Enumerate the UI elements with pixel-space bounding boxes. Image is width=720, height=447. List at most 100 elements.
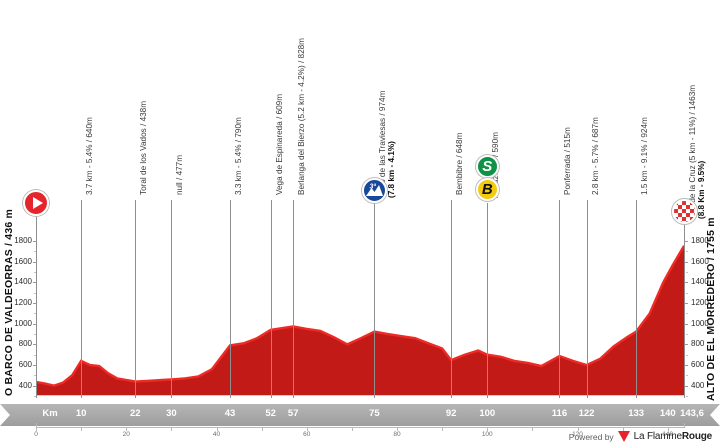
elevation-tick-label-left: 400 — [18, 380, 32, 390]
ruler-tick — [532, 427, 534, 431]
poi-marker-line — [81, 200, 83, 398]
elevation-tick-label-left: 600 — [18, 360, 32, 370]
poi-marker-line — [135, 200, 137, 398]
ruler-tick-label: 100 — [481, 431, 493, 438]
ruler-tick-label: 60 — [303, 431, 311, 438]
elevation-tick-right — [685, 282, 688, 284]
elevation-tick-right — [685, 261, 688, 263]
poi-label: Bembibre / 648m — [455, 132, 465, 195]
ruler-tick — [171, 427, 173, 431]
elevation-area-path — [36, 245, 684, 396]
minor-tick-right — [686, 313, 688, 315]
elevation-tick-label-left: 1600 — [14, 256, 32, 266]
finish-line-badge[interactable] — [671, 199, 697, 224]
km-ribbon: Km 10 22 30 43 52 57 75 92 100 116 122 133 140 143,6 — [0, 404, 720, 426]
minor-tick-left — [34, 375, 36, 377]
elevation-tick-right — [685, 323, 688, 325]
elevation-tick-left — [33, 282, 36, 284]
elevation-tick-label-right: 600 — [691, 360, 705, 370]
minor-tick-right — [686, 292, 688, 294]
elevation-tick-label-right: 1800 — [691, 236, 709, 246]
elevation-tick-label-left: 1000 — [14, 318, 32, 328]
start-marker-line — [36, 214, 37, 398]
km-ruler: 0 20 40 60 80 100 120 140 — [34, 423, 685, 439]
elevation-tick-left — [33, 323, 36, 325]
elevation-tick-left — [33, 261, 36, 263]
minor-tick-right — [686, 251, 688, 253]
poi-label: Alto de la Cruz (5 km - 11%) / 1463m — [688, 84, 697, 219]
km-marker-label: 92 — [445, 408, 457, 419]
flamme-rouge-flag-icon — [617, 431, 630, 442]
elevation-tick-label-right: 1000 — [691, 318, 709, 328]
poi-marker-line — [270, 200, 272, 398]
poi-label: Vega de Espinareda / 609m — [274, 93, 284, 195]
ruler-tick — [487, 427, 489, 431]
minor-tick-left — [34, 313, 36, 315]
poi-marker-line — [586, 200, 588, 398]
km-marker-label: 116 — [551, 408, 568, 419]
km-marker-label: 100 — [479, 408, 496, 419]
ruler-tick — [81, 427, 83, 431]
poi-marker-line — [487, 203, 489, 398]
minor-tick-left — [34, 354, 36, 356]
play-icon — [32, 197, 43, 209]
elevation-tick-label-left: 1400 — [14, 277, 32, 287]
ruler-tick-label: 80 — [393, 431, 401, 438]
elevation-tick-label-right: 400 — [691, 380, 705, 390]
ruler-end-cap — [684, 423, 685, 428]
svg-text:3ª: 3ª — [369, 184, 376, 191]
km-marker-label: 57 — [287, 408, 299, 419]
km-marker-label: 43 — [224, 408, 236, 419]
start-badge[interactable] — [23, 190, 49, 216]
poi-label: 3.3 km - 5.4% / 790m — [234, 117, 244, 195]
minor-tick-right — [686, 334, 688, 336]
elevation-tick-right — [685, 385, 688, 387]
ruler-tick-label: 0 — [34, 431, 38, 438]
km-marker-label: 133 — [628, 408, 645, 419]
elevation-tick-right — [685, 303, 688, 305]
ruler-tick — [667, 427, 669, 431]
poi-label: null / 477m — [175, 154, 185, 195]
brand-name: La FlammeRouge — [633, 431, 713, 442]
right-axis-title: ALTO DE EL MORREDERO / 1755 m — [705, 217, 717, 401]
ruler-end-cap — [36, 423, 37, 428]
sprint-badge[interactable]: S — [475, 155, 499, 178]
km-marker-label: 10 — [75, 408, 87, 419]
elevation-tick-label-right: 1600 — [691, 256, 709, 266]
ruler-tick — [306, 427, 308, 431]
ruler-tick — [261, 427, 263, 431]
ruler-tick — [577, 427, 579, 431]
sprint-badge-text: S — [482, 158, 493, 175]
minor-tick-right — [686, 272, 688, 274]
elevation-tick-right — [685, 344, 688, 346]
ruler-tick — [36, 427, 37, 431]
km-marker-label: 140 — [659, 408, 676, 419]
poi-marker-line — [230, 200, 232, 398]
km-marker-label: 52 — [265, 408, 276, 419]
minor-tick-left — [34, 292, 36, 294]
ruler-tick — [216, 427, 218, 431]
km-marker-label: 122 — [578, 408, 595, 419]
brand-light: La Flamme — [633, 431, 682, 442]
bonification-badge-text: B — [481, 181, 493, 198]
ruler-tick-label: 120 — [572, 431, 583, 438]
poi-marker-line — [636, 200, 638, 398]
km-marker-label: Km — [42, 408, 58, 419]
km-marker-label: 22 — [129, 408, 141, 419]
elevation-tick-left — [33, 344, 36, 346]
bonification-badge[interactable]: B — [475, 178, 499, 201]
poi-label-secondary: (8.8 Km - 9.5%) — [697, 160, 706, 219]
poi-label-secondary: (7.8 km - 4.1%) — [387, 141, 397, 198]
elevation-tick-label-left: 1800 — [14, 236, 32, 246]
powered-by-label: Powered by — [568, 431, 614, 442]
minor-tick-left — [34, 272, 36, 274]
poi-marker-line — [451, 200, 453, 398]
minor-tick-right — [686, 396, 688, 397]
minor-tick-left — [34, 251, 36, 253]
elevation-tick-left — [33, 385, 36, 387]
climb-category-3-badge[interactable]: 3ª — [361, 178, 387, 203]
elevation-tick-label-right: 800 — [691, 339, 705, 349]
elevation-tick-label-left: 800 — [18, 339, 32, 349]
elevation-tick-left — [33, 241, 36, 243]
